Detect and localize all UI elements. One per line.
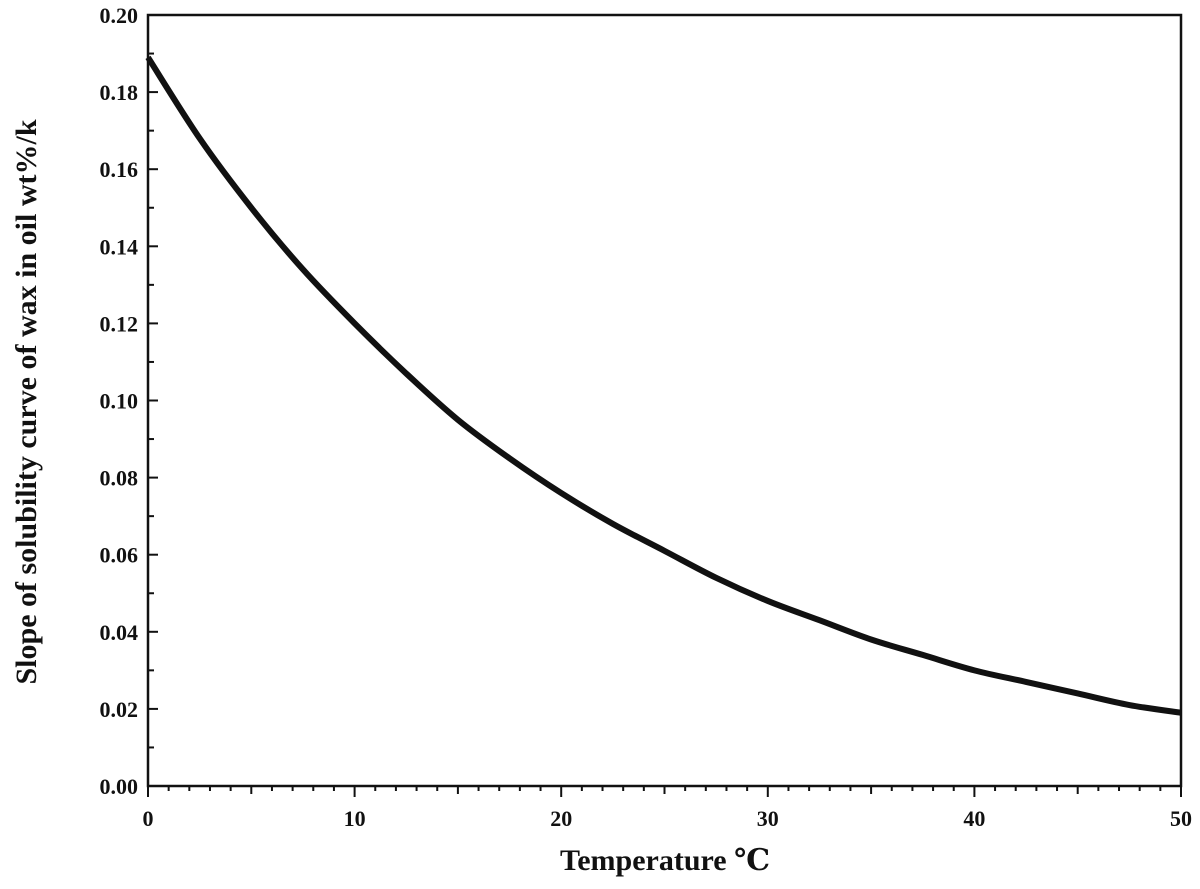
y-tick-label: 0.02 [100,697,139,722]
y-tick-label: 0.00 [100,774,139,799]
y-axis-ticks: 0.00 0.02 0.04 0.06 0.08 0.10 0.12 0.14 0.16 0.18… [100,3,158,799]
series-layer [145,55,1182,716]
y-tick-label: 0.14 [100,234,139,259]
y-tick-label: 0.06 [100,543,139,568]
y-tick-label: 0.18 [100,80,139,105]
y-tick-label: 0.10 [100,389,139,414]
y-axis-label: Slope of solubility curve of wax in oil … [10,119,43,684]
plot-frame [146,13,1183,788]
x-tick-label: 50 [1170,806,1192,831]
x-axis-label: Temperature ℃ [560,844,770,877]
y-tick-label: 0.08 [100,466,139,491]
y-tick-label: 0.20 [100,3,139,28]
y-tick-label: 0.04 [100,620,139,645]
x-tick-label: 0 [143,806,154,831]
series-line [145,55,1182,716]
x-tick-label: 20 [550,806,572,831]
plot-border [146,13,1183,788]
x-axis-ticks: 0 10 20 30 40 50 [143,786,1192,831]
y-tick-label: 0.12 [100,311,139,336]
x-tick-label: 40 [963,806,985,831]
x-tick-label: 30 [757,806,779,831]
x-tick-label: 10 [344,806,366,831]
y-tick-label: 0.16 [100,157,139,182]
